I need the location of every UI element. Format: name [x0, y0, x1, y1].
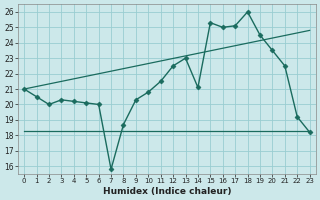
X-axis label: Humidex (Indice chaleur): Humidex (Indice chaleur)	[103, 187, 231, 196]
